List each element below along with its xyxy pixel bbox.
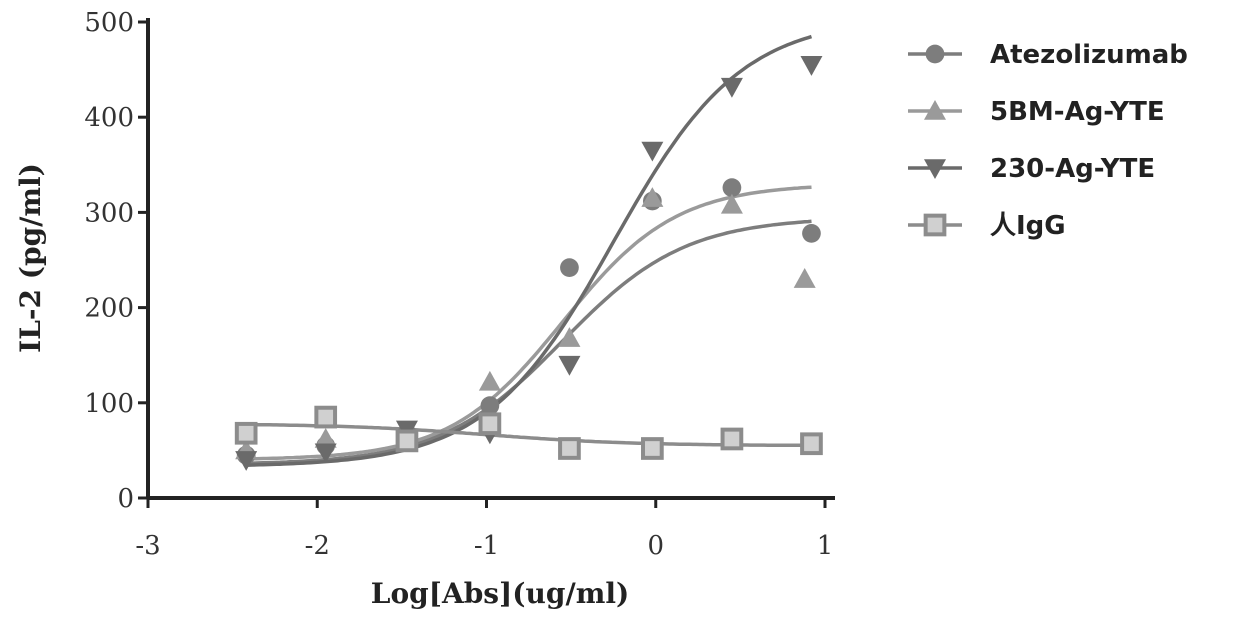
data-point-s1 (720, 193, 743, 214)
legend-label-3: 人IgG (990, 211, 1066, 241)
data-point-s0 (480, 396, 500, 416)
data-point-s3 (641, 437, 664, 460)
data-point-s1 (641, 187, 664, 207)
axes: 0 100 200 300 400 500 -3 -2 -1 0 1 (84, 8, 835, 561)
legend-marker-3 (923, 213, 947, 237)
data-point-s3 (478, 412, 502, 436)
data-point-s0 (722, 178, 742, 197)
legend-label-1: 5BM-Ag-YTE (990, 97, 1165, 127)
x-tick-label: -1 (474, 531, 499, 561)
y-tick-label: 100 (84, 389, 134, 419)
fit-curve-1 (246, 185, 812, 461)
legend: Atezolizumab 5BM-Ag-YTE 230-Ag-YTE 人IgG (908, 40, 1188, 241)
y-axis-title: IL-2 (pg/ml) (14, 163, 47, 353)
x-tick-label: 1 (817, 531, 834, 561)
data-point-s3 (314, 405, 338, 429)
fit-curves (246, 34, 813, 467)
x-axis-title: Log[Abs](ug/ml) (371, 577, 629, 610)
data-point-s1 (478, 370, 501, 391)
legend-label-0: Atezolizumab (990, 40, 1188, 70)
data-point-s0 (560, 258, 579, 277)
data-point-s2 (558, 355, 581, 376)
fit-curve-3 (246, 422, 812, 448)
data-point-s3 (395, 429, 419, 453)
legend-marker-2 (924, 159, 946, 179)
data-point-s3 (558, 437, 581, 460)
data-point-s2 (800, 56, 823, 76)
legend-marker-0 (925, 44, 945, 64)
y-tick-label: 400 (84, 103, 134, 133)
legend-marker-1 (924, 100, 946, 120)
data-point-s0 (802, 223, 821, 243)
x-tick-label: -2 (305, 531, 330, 561)
data-point-s2 (720, 77, 743, 98)
fit-curve-2 (246, 34, 813, 467)
data-point-s1 (793, 268, 816, 288)
legend-label-2: 230-Ag-YTE (990, 154, 1155, 184)
x-tick-label: -3 (135, 531, 160, 561)
y-tick-label: 300 (84, 198, 134, 228)
data-points (234, 56, 823, 471)
y-tick-label: 200 (84, 294, 134, 324)
x-tick-label: 0 (647, 531, 664, 561)
y-tick-label: 500 (84, 8, 134, 38)
y-tick-label: 0 (117, 484, 134, 514)
data-point-s2 (235, 451, 258, 471)
data-point-s1 (558, 327, 581, 347)
data-point-s3 (800, 432, 823, 456)
data-point-s2 (314, 443, 337, 464)
data-point-s3 (720, 427, 744, 451)
data-point-s1 (314, 427, 337, 448)
data-point-s2 (641, 141, 664, 162)
data-point-s3 (234, 421, 258, 445)
